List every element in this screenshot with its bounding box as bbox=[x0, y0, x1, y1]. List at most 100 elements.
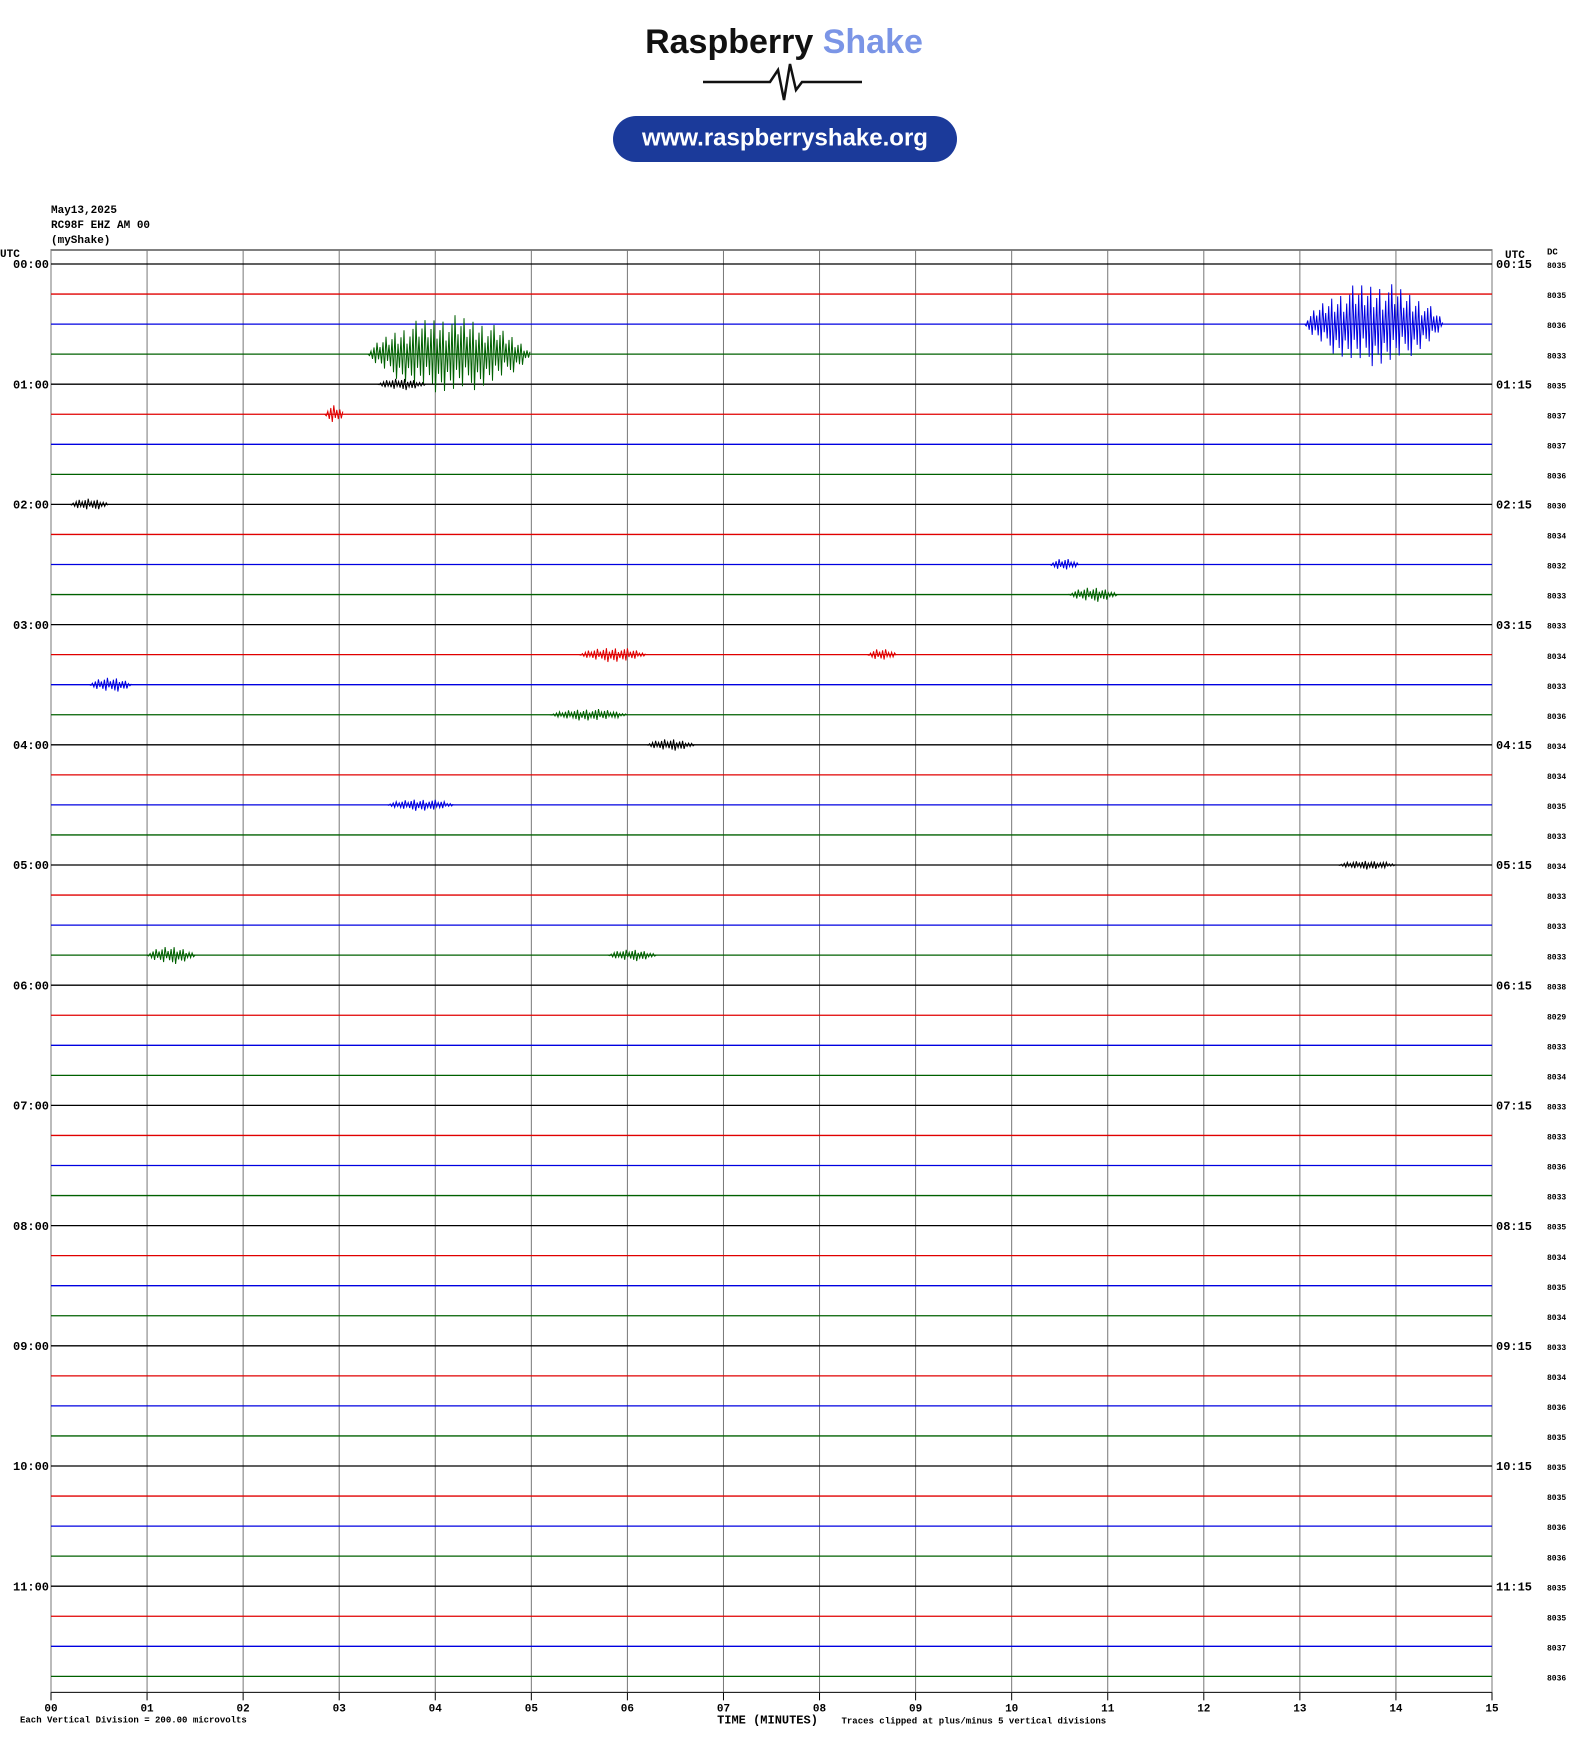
dc-value: 8036 bbox=[1547, 472, 1566, 481]
clip-note: Traces clipped at plus/minus 5 vertical … bbox=[842, 1717, 1107, 1727]
left-time: 09:00 bbox=[13, 1340, 49, 1354]
dc-value: 8036 bbox=[1547, 322, 1566, 331]
x-tick-label: 11 bbox=[1101, 1703, 1115, 1715]
seismic-event bbox=[549, 709, 628, 721]
dc-value: 8033 bbox=[1547, 1344, 1566, 1353]
left-time: 07:00 bbox=[13, 1100, 49, 1114]
right-time: 00:15 bbox=[1496, 258, 1532, 272]
right-time: 05:15 bbox=[1496, 859, 1532, 873]
left-time: 04:00 bbox=[13, 739, 49, 753]
right-utc: UTC bbox=[1505, 250, 1525, 262]
x-tick-label: 13 bbox=[1293, 1703, 1307, 1715]
x-tick-label: 15 bbox=[1485, 1703, 1499, 1715]
right-time: 09:15 bbox=[1496, 1340, 1532, 1354]
dc-value: 8036 bbox=[1547, 1164, 1566, 1173]
x-tick-label: 09 bbox=[909, 1703, 922, 1715]
x-tick-label: 01 bbox=[140, 1703, 154, 1715]
dc-value: 8034 bbox=[1547, 1314, 1566, 1323]
left-time: 03:00 bbox=[13, 619, 49, 633]
dc-value: 8034 bbox=[1547, 653, 1566, 662]
dc-value: 8035 bbox=[1547, 1224, 1566, 1233]
x-tick-label: 04 bbox=[429, 1703, 443, 1715]
seismic-event bbox=[1049, 558, 1080, 570]
dc-value: 8033 bbox=[1547, 893, 1566, 902]
dc-value: 8033 bbox=[1547, 1134, 1566, 1143]
seismic-event bbox=[146, 947, 196, 964]
dc-value: 8034 bbox=[1547, 743, 1566, 752]
seismic-event bbox=[1304, 284, 1444, 367]
left-time: 00:00 bbox=[13, 258, 49, 272]
dc-value: 8035 bbox=[1547, 1284, 1566, 1293]
dc-value: 8037 bbox=[1547, 1644, 1566, 1653]
x-tick-label: 05 bbox=[525, 1703, 539, 1715]
dc-value: 8033 bbox=[1547, 833, 1566, 842]
seismic-event bbox=[578, 648, 646, 663]
dc-value: 8033 bbox=[1547, 593, 1566, 602]
dc-value: 8035 bbox=[1547, 1464, 1566, 1473]
dc-value: 8033 bbox=[1547, 352, 1566, 361]
x-tick-label: 07 bbox=[717, 1703, 730, 1715]
right-time: 11:15 bbox=[1496, 1580, 1532, 1594]
right-time: 06:15 bbox=[1496, 979, 1532, 993]
scale-note: Each Vertical Division = 200.00 microvol… bbox=[20, 1716, 247, 1726]
x-tick-label: 08 bbox=[813, 1703, 827, 1715]
dc-value: 8035 bbox=[1547, 1614, 1566, 1623]
dc-title: DC bbox=[1547, 247, 1558, 257]
dc-value: 8035 bbox=[1547, 803, 1566, 812]
left-time: 06:00 bbox=[13, 979, 49, 993]
brand-right: Shake bbox=[823, 23, 923, 61]
seismic-event bbox=[1338, 860, 1396, 870]
right-time: 03:15 bbox=[1496, 619, 1532, 633]
seismic-event bbox=[646, 739, 695, 751]
dc-value: 8035 bbox=[1547, 292, 1566, 301]
left-time: 08:00 bbox=[13, 1220, 49, 1234]
dc-value: 8033 bbox=[1547, 1104, 1566, 1113]
dc-value: 8036 bbox=[1547, 1674, 1566, 1683]
dc-value: 8035 bbox=[1547, 382, 1566, 391]
right-time: 04:15 bbox=[1496, 739, 1532, 753]
station-info: RC98F EHZ AM 00 bbox=[51, 220, 150, 232]
x-tick-label: 06 bbox=[621, 1703, 634, 1715]
dc-value: 8032 bbox=[1547, 563, 1566, 572]
dc-value: 8034 bbox=[1547, 1254, 1566, 1263]
x-axis-label: TIME (MINUTES) bbox=[717, 1714, 818, 1728]
dc-value: 8035 bbox=[1547, 1584, 1566, 1593]
left-time: 11:00 bbox=[13, 1580, 49, 1594]
url-pill[interactable] bbox=[613, 116, 957, 162]
dc-value: 8030 bbox=[1547, 503, 1566, 512]
dc-value: 8033 bbox=[1547, 953, 1566, 962]
seismic-event bbox=[367, 315, 531, 393]
left-time: 05:00 bbox=[13, 859, 49, 873]
seismic-event bbox=[607, 949, 657, 962]
right-time: 02:15 bbox=[1496, 499, 1532, 513]
right-time: 08:15 bbox=[1496, 1220, 1532, 1234]
dc-value: 8034 bbox=[1547, 1374, 1566, 1383]
left-time: 02:00 bbox=[13, 499, 49, 513]
dc-value: 8038 bbox=[1547, 983, 1566, 992]
plot: May13,2025 RC98F EHZ AM 00 (myShake) UTC UTC… bbox=[0, 205, 1566, 1728]
seismic-event bbox=[70, 498, 109, 510]
x-tick-label: 10 bbox=[1005, 1703, 1018, 1715]
x-tick-label: 12 bbox=[1197, 1703, 1210, 1715]
dc-value: 8033 bbox=[1547, 683, 1566, 692]
left-time: 01:00 bbox=[13, 378, 49, 392]
dc-value: 8035 bbox=[1547, 1434, 1566, 1443]
dc-value: 8034 bbox=[1547, 533, 1566, 542]
url[interactable]: www.raspberryshake.org bbox=[641, 124, 928, 151]
brand: Raspberry Shake bbox=[645, 23, 923, 61]
dc-value: 8029 bbox=[1547, 1013, 1566, 1022]
dc-value: 8036 bbox=[1547, 1404, 1566, 1413]
right-time: 07:15 bbox=[1496, 1100, 1532, 1114]
seismic-event bbox=[89, 677, 132, 692]
dc-value: 8033 bbox=[1547, 923, 1566, 932]
dc-value: 8034 bbox=[1547, 1073, 1566, 1082]
x-tick-label: 14 bbox=[1389, 1703, 1403, 1715]
seismic-event bbox=[324, 405, 344, 423]
logo-wave bbox=[703, 63, 862, 101]
dc-value: 8033 bbox=[1547, 1194, 1566, 1203]
seismic-event bbox=[387, 799, 454, 811]
dc-value: 8037 bbox=[1547, 442, 1566, 451]
seismic-event bbox=[867, 649, 897, 660]
seismic-event bbox=[1068, 587, 1118, 602]
x-tick-label: 03 bbox=[333, 1703, 347, 1715]
